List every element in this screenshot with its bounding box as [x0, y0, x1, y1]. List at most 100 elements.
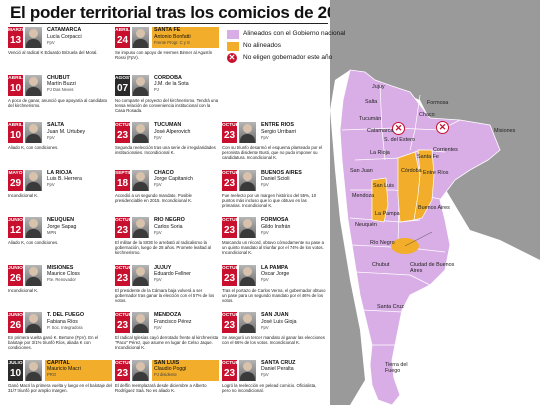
party-name: Fte. Renovador: [47, 277, 76, 283]
election-date-badge: OCTUBRE 23: [222, 264, 246, 286]
election-date-badge: ABRIL 24: [115, 27, 130, 48]
election-date-badge: MAYO 29: [8, 169, 23, 191]
governor-photo: [25, 169, 42, 191]
map-label-tdf: Tierra del Fuego: [385, 362, 408, 374]
election-day: 26: [9, 320, 22, 331]
governor-name: Daniel Scioli: [261, 176, 290, 182]
election-month: OCTUBRE: [115, 265, 139, 271]
province-name: CHUBUT: [47, 74, 70, 81]
election-day: 26: [9, 272, 22, 284]
governor-photo: [25, 27, 42, 48]
map-label-misiones: Misiones: [494, 128, 516, 134]
province-card: OCTUBRE 23 BUENOS AIRES Daniel Scioli FpV Fue…: [222, 169, 326, 210]
card-description: Aliado K, con condiciones.: [8, 145, 59, 150]
province-name: SAN LUIS: [154, 359, 180, 366]
map-label-santacruz: Santa Cruz: [377, 304, 404, 310]
province-card: JUNIO 26 MISIONES Maurice Closs Fte. Renovad…: [8, 264, 112, 305]
legend-swatch-aligned: [227, 30, 239, 39]
governor-photo: [132, 122, 149, 143]
governor-name: Carlos Soria: [154, 223, 183, 230]
election-date-badge: OCTUBRE 23: [115, 217, 139, 238]
governor-info: SANTA FE Antonio Bonfatti Frente Progr. C …: [152, 27, 219, 48]
map-label-sde: S. del Estero: [384, 137, 415, 143]
governor-photo: [25, 74, 42, 96]
election-month: MAYO: [8, 170, 23, 176]
governor-name: Fabiana Ríos: [47, 318, 78, 325]
party-name: MPN: [47, 229, 57, 235]
governor-info: MISIONES Maurice Closs Fte. Renovador: [45, 265, 112, 286]
election-date-badge: OCTUBRE 23: [115, 122, 139, 143]
election-day: 23: [223, 367, 236, 379]
governor-name: José Alperovich: [154, 128, 191, 135]
election-month: OCTUBRE: [222, 170, 246, 176]
province-name: MISIONES: [47, 264, 74, 271]
election-day: 23: [223, 225, 236, 236]
legend-not-aligned-label: No alineados: [243, 42, 281, 49]
map-label-neuquen: Neuquén: [355, 222, 377, 228]
card-description: Tras el portazo de Carlos Verna, el gobe…: [222, 287, 326, 303]
governor-info: SANTA CRUZ Daniel Peralta FpV: [259, 360, 326, 381]
governor-name: J.M. de la Sota: [154, 81, 189, 87]
legend-no-election-icon: ✕: [227, 53, 237, 63]
governor-info: RÍO NEGRO Carlos Soria FpV: [152, 217, 219, 238]
governor-name: Sergio Urribarri: [261, 128, 297, 135]
election-day: 23: [116, 225, 129, 236]
governor-photo: [25, 217, 42, 238]
province-name: LA PAMPA: [261, 264, 289, 271]
governor-name: José Luis Gioja: [261, 318, 297, 325]
card-description: En primera vuelta ganó K. Bertone (FpV).…: [8, 335, 99, 351]
governor-name: Daniel Peralta: [261, 366, 294, 372]
party-name: FpV: [154, 182, 162, 188]
election-day: 23: [223, 272, 236, 284]
map-label-sanluis: San Luis: [373, 183, 394, 189]
province-card: JUNIO 26 T. DEL FUEGO Fabiana Ríos P. Soc. I…: [8, 312, 112, 352]
governor-photo: [25, 122, 42, 143]
election-date-badge: JULIO 10: [8, 359, 23, 381]
governor-photo: [239, 264, 256, 286]
governor-name: Claudio Poggi: [154, 366, 187, 372]
province-card: OCTUBRE 23 LA PAMPA Oscar Jorge FpV Tras el p…: [222, 264, 326, 305]
election-date-badge: ABRIL 10: [8, 74, 23, 96]
map-label-salta: Salta: [365, 99, 378, 105]
governor-name: Eduardo Fellner: [154, 271, 191, 277]
map-label-bsas: Buenos Aires: [418, 205, 450, 211]
card-description: El presidente de la Cámara baja volverá …: [115, 287, 215, 303]
province-card: ABRIL 24 SANTA FE Antonio Bonfatti Frente Pr…: [115, 27, 219, 67]
province-name: SALTA: [47, 122, 65, 128]
province-name: SANTA CRUZ: [261, 359, 296, 366]
governor-photo: [132, 74, 149, 96]
governor-info: CHACO Jorge Capitanich FpV: [152, 170, 219, 191]
governor-photo: [239, 169, 256, 191]
legend-aligned-label: Alineados con el Gobierno nacional: [243, 30, 346, 37]
map-label-caba: Ciudad de Buenos Aires: [410, 262, 455, 274]
province-card: OCTUBRE 23 SAN LUIS Claudio Poggi PJ disiden…: [115, 359, 219, 400]
party-name: FpV: [261, 134, 269, 140]
governor-info: SALTA Juan M. Urtubey FpV: [45, 122, 112, 143]
governor-info: BUENOS AIRES Daniel Scioli FpV: [259, 170, 326, 191]
governor-info: CÓRDOBA J.M. de la Sota PJ: [152, 75, 219, 96]
province-card: OCTUBRE 23 TUCUMÁN José Alperovich FpV Segund…: [115, 122, 219, 162]
party-name: P. Soc. Integradora: [47, 324, 83, 330]
election-date-badge: JUNIO 26: [8, 264, 23, 286]
governor-info: T. DEL FUEGO Fabiana Ríos P. Soc. Integrad…: [45, 312, 112, 333]
governor-info: CHUBUT Martín Buzzi PJ Das Neves: [45, 75, 112, 96]
election-day: 24: [116, 35, 129, 46]
province-card: OCTUBRE 23 MENDOZA Francisco Pérez FpV El rad…: [115, 312, 219, 352]
province-name: NEUQUÉN: [47, 217, 74, 223]
election-date-badge: JUNIO 12: [8, 217, 23, 238]
election-date-badge: OCTUBRE 23: [222, 359, 246, 381]
election-date-badge: ABRIL 10: [8, 122, 23, 143]
party-name: FpV: [154, 324, 162, 330]
election-date-badge: OCTUBRE 23: [115, 264, 139, 286]
party-name: FpV: [261, 324, 269, 330]
election-date-badge: OCTUBRE 23: [222, 217, 246, 238]
election-day: 13: [9, 35, 22, 46]
governor-info: MENDOZA Francisco Pérez FpV: [152, 312, 219, 333]
legend-no-election-label: No eligen gobernador este año: [243, 54, 333, 61]
election-day: 23: [116, 320, 129, 331]
argentina-outline: [339, 69, 501, 405]
election-month: OCTUBRE: [222, 123, 246, 128]
province-card: MARZO 13 CATAMARCA Lucía Corpacci FpV Venció …: [8, 27, 112, 67]
province-card: OCTUBRE 23 SAN JUAN José Luis Gioja FpV Se as…: [222, 312, 326, 352]
